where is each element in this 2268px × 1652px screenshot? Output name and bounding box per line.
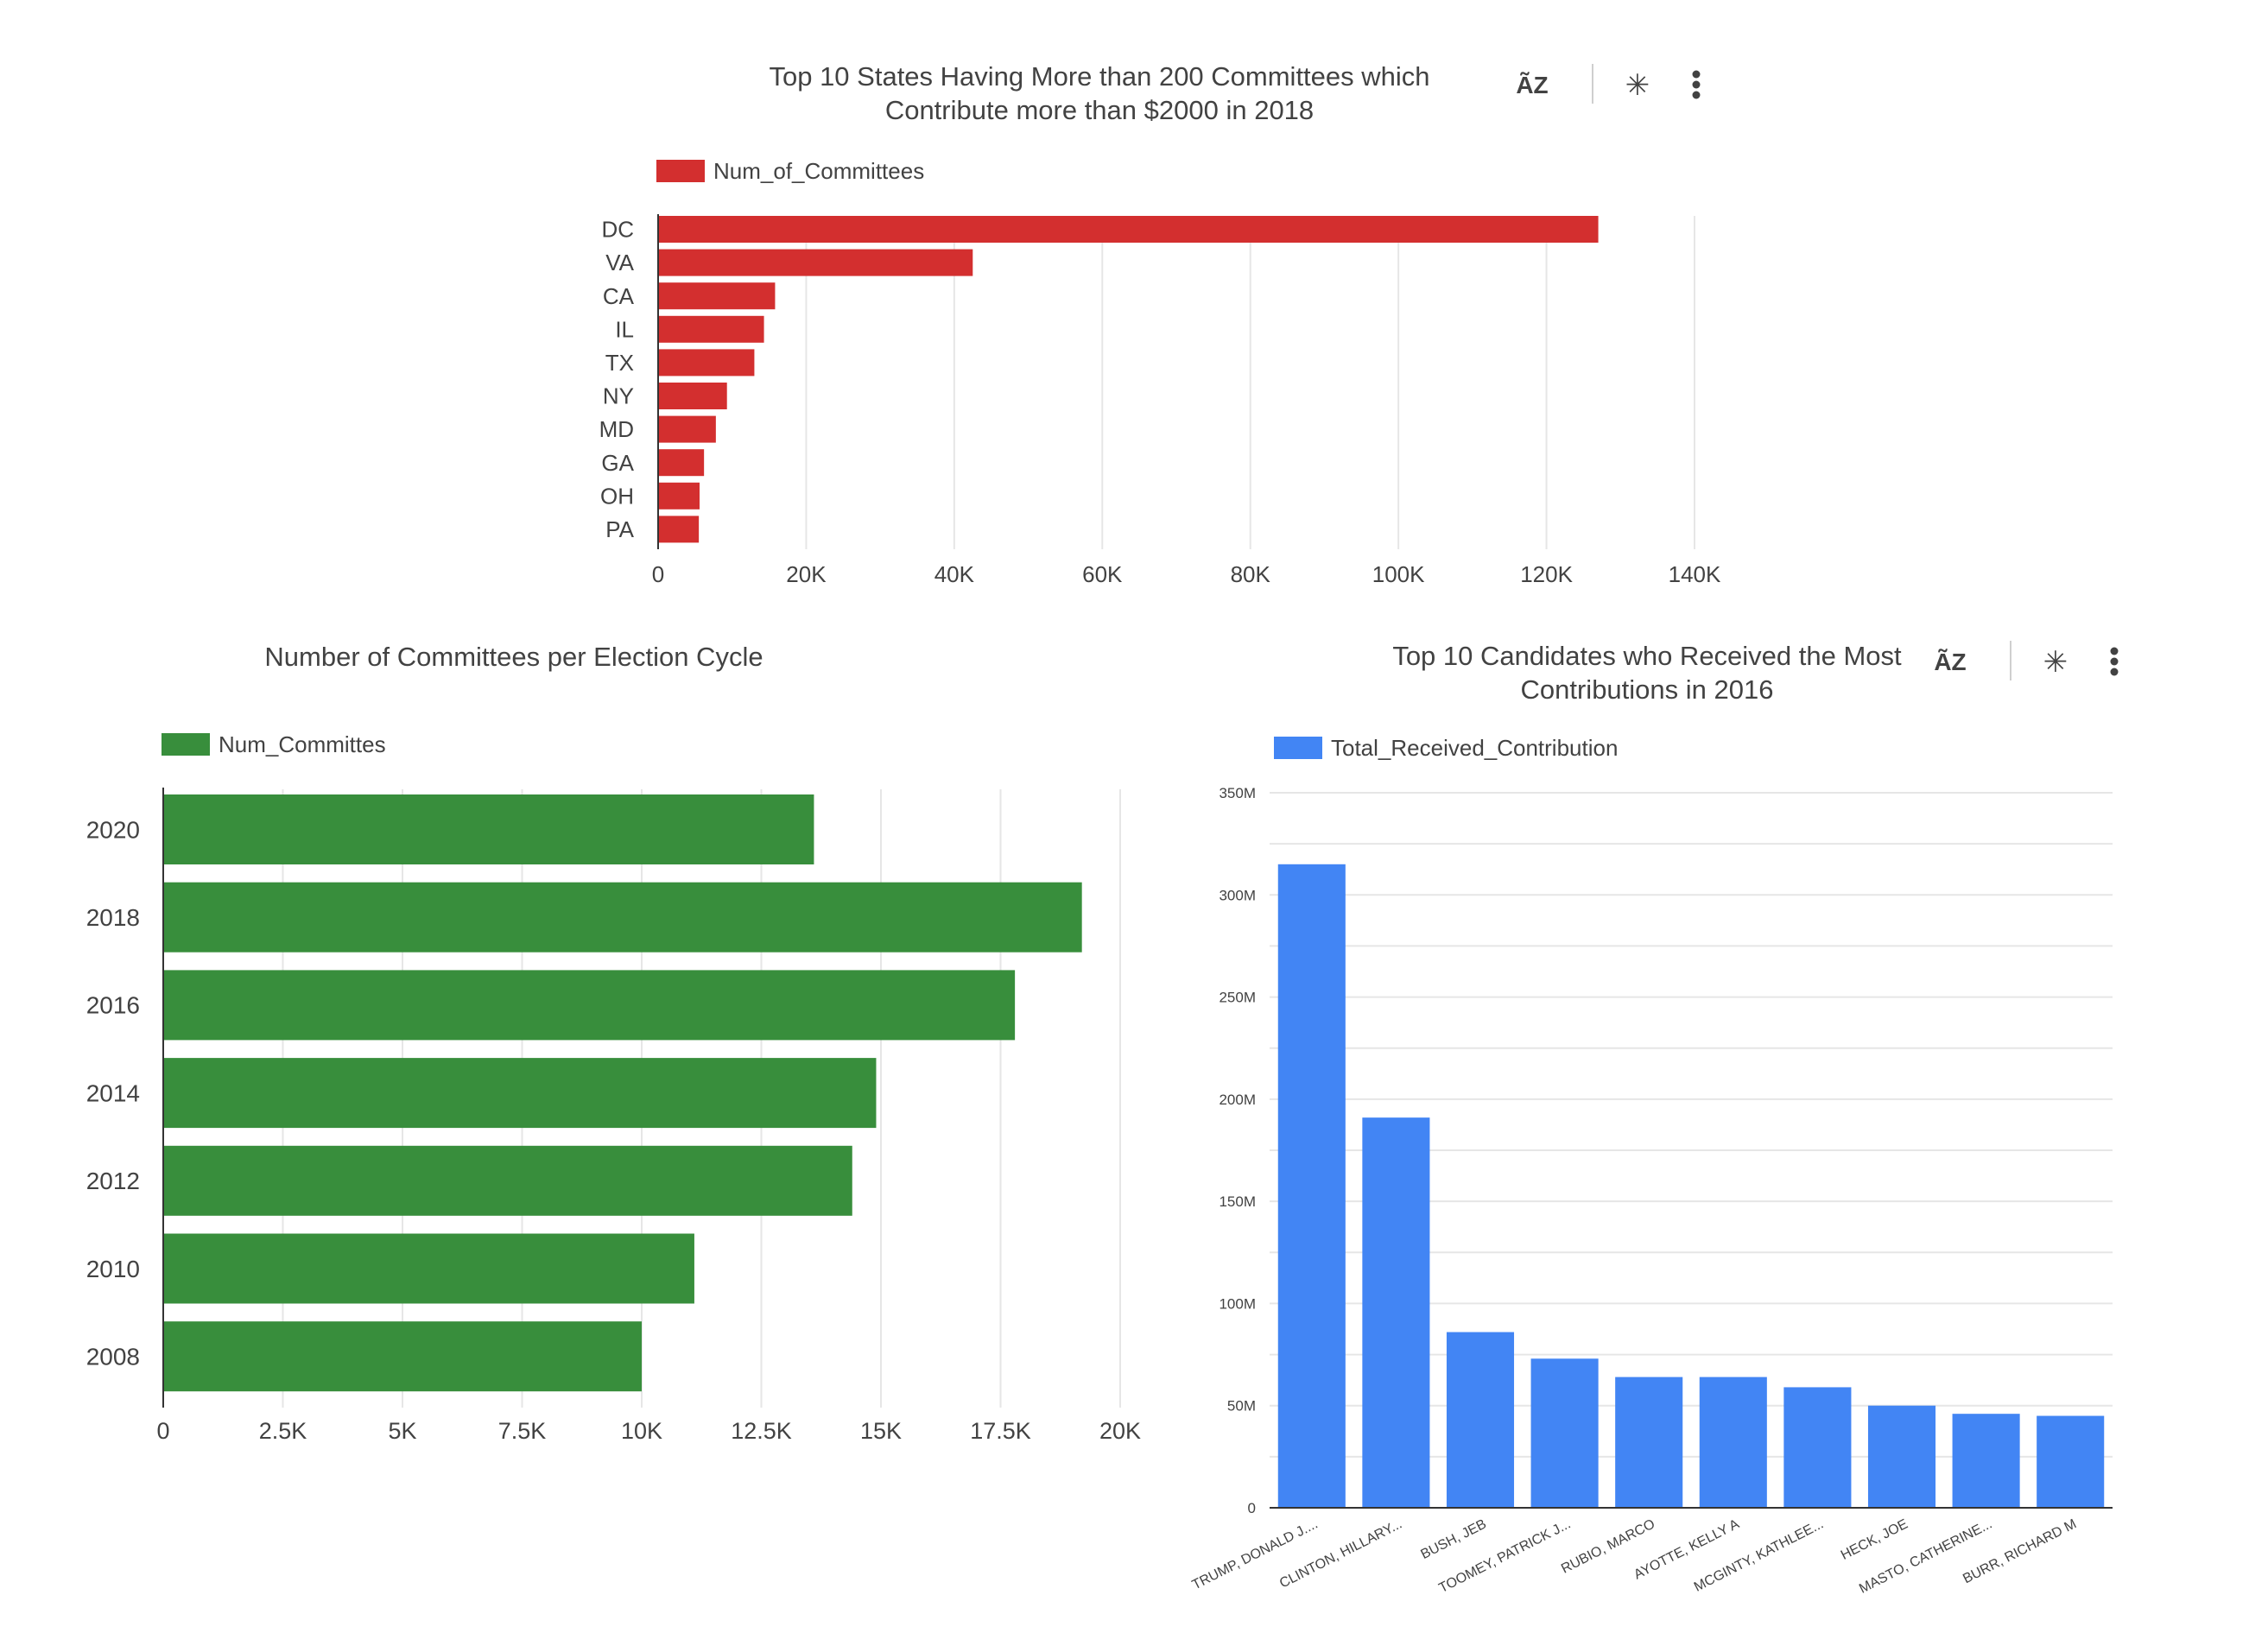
cycles-legend-swatch — [162, 733, 210, 756]
cycles-category-label: 2016 — [86, 992, 140, 1019]
states-bar-chart: Top 10 States Having More than 200 Commi… — [599, 61, 1721, 587]
cycles-category-label: 2014 — [86, 1079, 140, 1106]
candidates-y-tick-label: 0 — [1248, 1500, 1256, 1516]
states-x-tick-label: 140K — [1669, 561, 1721, 587]
states-bar-tx[interactable] — [658, 349, 755, 377]
states-category-label: PA — [605, 516, 634, 542]
cycles-category-label: 2008 — [86, 1344, 140, 1370]
states-category-label: CA — [603, 283, 635, 309]
candidates-more-vert-icon[interactable] — [2110, 647, 2119, 676]
candidates-bar-4[interactable] — [1530, 1358, 1599, 1508]
candidates-sort-az-icon[interactable]: ÃZ — [1934, 649, 1966, 675]
states-category-label: OH — [600, 483, 634, 509]
candidates-column-chart: Top 10 Candidates who Received the MostC… — [1190, 641, 2119, 1597]
cycles-x-tick-label: 17.5K — [970, 1418, 1031, 1444]
cycles-category-label: 2018 — [86, 904, 140, 931]
candidates-y-tick-label: 250M — [1219, 990, 1256, 1006]
states-explore-off-icon[interactable]: ✳ — [1625, 69, 1650, 102]
states-more-dot-1 — [1692, 70, 1701, 79]
candidates-bar-2[interactable] — [1362, 1117, 1430, 1508]
cycles-x-tick-label: 15K — [860, 1418, 902, 1444]
states-more-vert-icon[interactable] — [1692, 70, 1701, 99]
states-x-tick-label: 100K — [1372, 561, 1425, 587]
cycles-category-label: 2010 — [86, 1256, 140, 1282]
candidates-y-tick-label: 50M — [1227, 1398, 1256, 1415]
cycles-bar-2010[interactable] — [163, 1233, 694, 1304]
states-bar-oh[interactable] — [658, 482, 700, 510]
candidates-legend-label: Total_Received_Contribution — [1331, 735, 1618, 761]
election-cycle-bar-chart: Number of Committees per Election Cycle N… — [86, 642, 1141, 1444]
states-legend-swatch — [656, 160, 705, 182]
candidates-bar-8[interactable] — [1867, 1405, 1936, 1508]
cycles-bar-2016[interactable] — [163, 970, 1016, 1041]
states-x-tick-label: 40K — [934, 561, 975, 587]
states-x-tick-label: 120K — [1520, 561, 1573, 587]
candidates-title-line-1: Top 10 Candidates who Received the Most — [1392, 641, 1902, 671]
states-category-label: TX — [605, 350, 634, 376]
states-bar-ga[interactable] — [658, 449, 705, 477]
states-bar-ca[interactable] — [658, 282, 776, 310]
states-more-dot-3 — [1692, 91, 1701, 99]
cycles-bar-2020[interactable] — [163, 794, 814, 864]
candidates-more-dot-1 — [2110, 647, 2119, 655]
cycles-bar-2014[interactable] — [163, 1058, 877, 1129]
states-legend-label: Num_of_Committees — [713, 158, 924, 184]
states-more-dot-2 — [1692, 80, 1701, 89]
candidates-y-tick-label: 350M — [1219, 785, 1256, 801]
states-bar-va[interactable] — [658, 249, 973, 276]
candidates-more-dot-3 — [2110, 668, 2119, 676]
candidates-bar-6[interactable] — [1699, 1377, 1767, 1508]
cycles-title-line-1: Number of Committees per Election Cycle — [264, 642, 763, 672]
cycles-x-tick-label: 7.5K — [498, 1418, 547, 1444]
candidates-y-tick-label: 300M — [1219, 887, 1256, 903]
candidates-bar-3[interactable] — [1446, 1332, 1515, 1508]
candidates-explore-off-icon[interactable]: ✳ — [2043, 646, 2068, 679]
states-title-line-1: Top 10 States Having More than 200 Commi… — [769, 61, 1429, 92]
cycles-category-label: 2020 — [86, 816, 140, 843]
states-bar-md[interactable] — [658, 415, 716, 443]
candidates-title-line-2: Contributions in 2016 — [1521, 674, 1774, 705]
candidates-more-dot-2 — [2110, 657, 2119, 666]
cycles-bar-2018[interactable] — [163, 882, 1082, 953]
candidates-bar-7[interactable] — [1783, 1387, 1852, 1508]
cycles-bar-2008[interactable] — [163, 1321, 642, 1392]
cycles-legend-label: Num_Committes — [219, 731, 386, 757]
candidates-category-label: MASTO, CATHERINE... — [1857, 1516, 1994, 1596]
states-bar-pa[interactable] — [658, 516, 700, 543]
states-sort-az-icon[interactable]: ÃZ — [1516, 72, 1548, 98]
states-bar-ny[interactable] — [658, 383, 727, 409]
states-category-label: NY — [603, 383, 634, 409]
states-category-label: DC — [601, 217, 634, 243]
cycles-category-label: 2012 — [86, 1168, 140, 1194]
cycles-x-tick-label: 0 — [156, 1418, 169, 1444]
states-bar-il[interactable] — [658, 315, 764, 343]
states-category-label: VA — [605, 250, 634, 275]
states-bar-dc[interactable] — [658, 216, 1599, 243]
states-x-tick-label: 80K — [1231, 561, 1271, 587]
candidates-category-label: HECK, JOE — [1839, 1516, 1910, 1562]
states-x-tick-label: 60K — [1082, 561, 1123, 587]
cycles-x-tick-label: 20K — [1099, 1418, 1141, 1444]
states-x-tick-label: 20K — [786, 561, 827, 587]
states-category-label: MD — [599, 416, 634, 442]
candidates-bar-10[interactable] — [2037, 1415, 2105, 1508]
candidates-y-tick-label: 200M — [1219, 1092, 1256, 1108]
states-category-label: GA — [601, 450, 634, 476]
candidates-y-tick-label: 150M — [1219, 1193, 1256, 1210]
cycles-x-tick-label: 10K — [621, 1418, 662, 1444]
candidates-bar-1[interactable] — [1277, 864, 1346, 1508]
states-title-line-2: Contribute more than $2000 in 2018 — [885, 95, 1314, 125]
candidates-bar-9[interactable] — [1952, 1414, 2020, 1508]
candidates-legend-swatch — [1274, 737, 1322, 759]
cycles-x-tick-label: 12.5K — [731, 1418, 792, 1444]
candidates-category-label: BUSH, JEB — [1418, 1516, 1488, 1562]
states-x-tick-label: 0 — [652, 561, 664, 587]
cycles-x-tick-label: 2.5K — [259, 1418, 307, 1444]
states-category-label: IL — [615, 316, 634, 342]
cycles-bar-2012[interactable] — [163, 1145, 852, 1216]
cycles-x-tick-label: 5K — [388, 1418, 416, 1444]
candidates-bar-5[interactable] — [1615, 1377, 1683, 1508]
candidates-y-tick-label: 100M — [1219, 1295, 1256, 1312]
